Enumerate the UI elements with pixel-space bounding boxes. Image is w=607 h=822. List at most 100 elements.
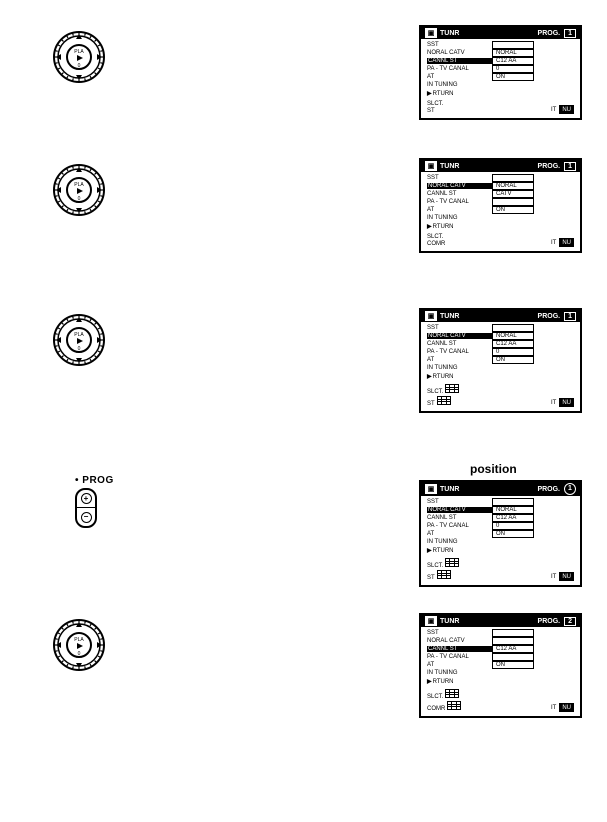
prog-rocker[interactable]: + − <box>75 488 97 528</box>
header-title: TUNR <box>440 163 459 170</box>
menu-row[interactable]: SST <box>427 174 574 182</box>
menu-row[interactable]: CANNL ST C12 AA <box>427 514 574 522</box>
prog-label: • PROG <box>75 475 114 486</box>
menu-value <box>492 653 534 661</box>
menu-row[interactable]: NORAL CATV NORAL <box>427 506 574 514</box>
header-title: TUNR <box>440 313 459 320</box>
tv-menu-screen: ▣TUNR PROG.1 SST NORAL CATV NORAL CANNL … <box>419 158 582 253</box>
prog-number: 2 <box>564 617 576 626</box>
menu-value: CATV <box>492 190 534 198</box>
prog-number: 1 <box>564 29 576 38</box>
menu-row[interactable]: NORAL CATV NORAL <box>427 332 574 340</box>
prog-plus[interactable]: + <box>77 490 95 508</box>
prog-control: • PROG + − <box>75 475 114 528</box>
menu-row[interactable]: CANNL ST C12 AA <box>427 645 574 653</box>
menu-row[interactable]: CANNL ST C12 AA <box>427 340 574 348</box>
menu-value: NORAL <box>492 332 534 340</box>
dial-control[interactable]: PLA 0 <box>52 313 106 367</box>
menu-label: ▶RTURN <box>427 90 492 97</box>
footer-button[interactable]: NU <box>559 238 574 247</box>
menu-row[interactable]: IN TUNING <box>427 214 574 222</box>
dial-control[interactable]: PLA 0 <box>52 163 106 217</box>
footer-hint: SLCT. <box>427 384 459 395</box>
menu-value: 0 <box>492 65 534 73</box>
footer-button[interactable]: NU <box>559 572 574 581</box>
menu-row[interactable]: NORAL CATV NORAL <box>427 49 574 57</box>
menu-row[interactable]: IN TUNING <box>427 538 574 546</box>
dpad-icon <box>445 689 459 698</box>
footer-hint: ST <box>427 108 443 114</box>
menu-label: SST <box>427 175 492 181</box>
menu-row[interactable]: SST <box>427 324 574 332</box>
menu-row[interactable]: AT ON <box>427 530 574 538</box>
screen-header: ▣TUNR PROG.2 <box>421 615 580 627</box>
screen-footer: SLCT.COMR ITNU <box>421 687 580 716</box>
menu-row[interactable]: PA - TV CANAL 0 <box>427 65 574 73</box>
menu-label: CANNL ST <box>427 191 492 197</box>
return-arrow-icon: ▶ <box>427 679 432 685</box>
position-label: position <box>470 462 517 476</box>
menu-row[interactable]: AT ON <box>427 206 574 214</box>
menu-value <box>492 174 534 182</box>
menu-label: NORAL CATV <box>427 507 492 513</box>
footer-button[interactable]: NU <box>559 398 574 407</box>
menu-row[interactable]: SST <box>427 41 574 49</box>
menu-label: CANNL ST <box>427 341 492 347</box>
menu-value: C12 AA <box>492 514 534 522</box>
svg-text:PLA: PLA <box>74 182 84 188</box>
footer-hint: SLCT. <box>427 234 445 240</box>
menu-row[interactable]: ▶RTURN <box>427 677 574 685</box>
menu-row[interactable]: PA - TV CANAL <box>427 198 574 206</box>
tv-icon: ▣ <box>425 616 437 626</box>
menu-row[interactable]: SST <box>427 498 574 506</box>
menu-row[interactable]: IN TUNING <box>427 364 574 372</box>
menu-row[interactable]: PA - TV CANAL <box>427 653 574 661</box>
menu-row[interactable]: IN TUNING <box>427 669 574 677</box>
svg-text:PLA: PLA <box>74 637 84 643</box>
menu-label: AT <box>427 357 492 363</box>
menu-row[interactable]: PA - TV CANAL 0 <box>427 348 574 356</box>
dpad-icon <box>445 558 459 567</box>
dial-control[interactable]: PLA 0 <box>52 30 106 84</box>
header-prog: PROG. <box>537 486 560 493</box>
tv-menu-screen: ▣TUNR PROG.1 SST NORAL CATV NORAL CANNL … <box>419 25 582 120</box>
menu-label: PA - TV CANAL <box>427 523 492 529</box>
menu-label: PA - TV CANAL <box>427 654 492 660</box>
footer-button[interactable]: NU <box>559 703 574 712</box>
svg-text:PLA: PLA <box>74 332 84 338</box>
menu-label: ▶RTURN <box>427 678 492 685</box>
menu-row[interactable]: PA - TV CANAL 0 <box>427 522 574 530</box>
menu-row[interactable]: ▶RTURN <box>427 546 574 554</box>
menu-row[interactable]: IN TUNING <box>427 81 574 89</box>
footer-it: IT <box>551 705 556 711</box>
dial-control[interactable]: PLA 0 <box>52 618 106 672</box>
prog-minus[interactable]: − <box>77 508 95 526</box>
footer-hint: COMR <box>427 241 445 247</box>
footer-it: IT <box>551 574 556 580</box>
menu-row[interactable]: AT ON <box>427 356 574 364</box>
menu-label: AT <box>427 207 492 213</box>
dpad-icon <box>447 701 461 710</box>
menu-row[interactable]: SST <box>427 629 574 637</box>
menu-row[interactable]: NORAL CATV <box>427 637 574 645</box>
menu-row[interactable]: CANNL ST CATV <box>427 190 574 198</box>
menu-label: SST <box>427 325 492 331</box>
screen-footer: SLCT.ST ITNU <box>421 556 580 585</box>
menu-row[interactable]: CANNL ST C12 AA <box>427 57 574 65</box>
menu-row[interactable]: NORAL CATV NORAL <box>427 182 574 190</box>
menu-row[interactable]: ▶RTURN <box>427 372 574 380</box>
footer-it: IT <box>551 240 556 246</box>
header-prog: PROG. <box>538 618 561 625</box>
return-arrow-icon: ▶ <box>427 91 432 97</box>
header-prog: PROG. <box>538 313 561 320</box>
menu-row[interactable]: ▶RTURN <box>427 222 574 230</box>
tv-icon: ▣ <box>425 161 437 171</box>
footer-button[interactable]: NU <box>559 105 574 114</box>
footer-it: IT <box>551 400 556 406</box>
menu-value <box>492 198 534 206</box>
menu-row[interactable]: AT ON <box>427 73 574 81</box>
menu-label: NORAL CATV <box>427 638 492 644</box>
menu-row[interactable]: AT ON <box>427 661 574 669</box>
dpad-icon <box>437 570 451 579</box>
menu-row[interactable]: ▶RTURN <box>427 89 574 97</box>
